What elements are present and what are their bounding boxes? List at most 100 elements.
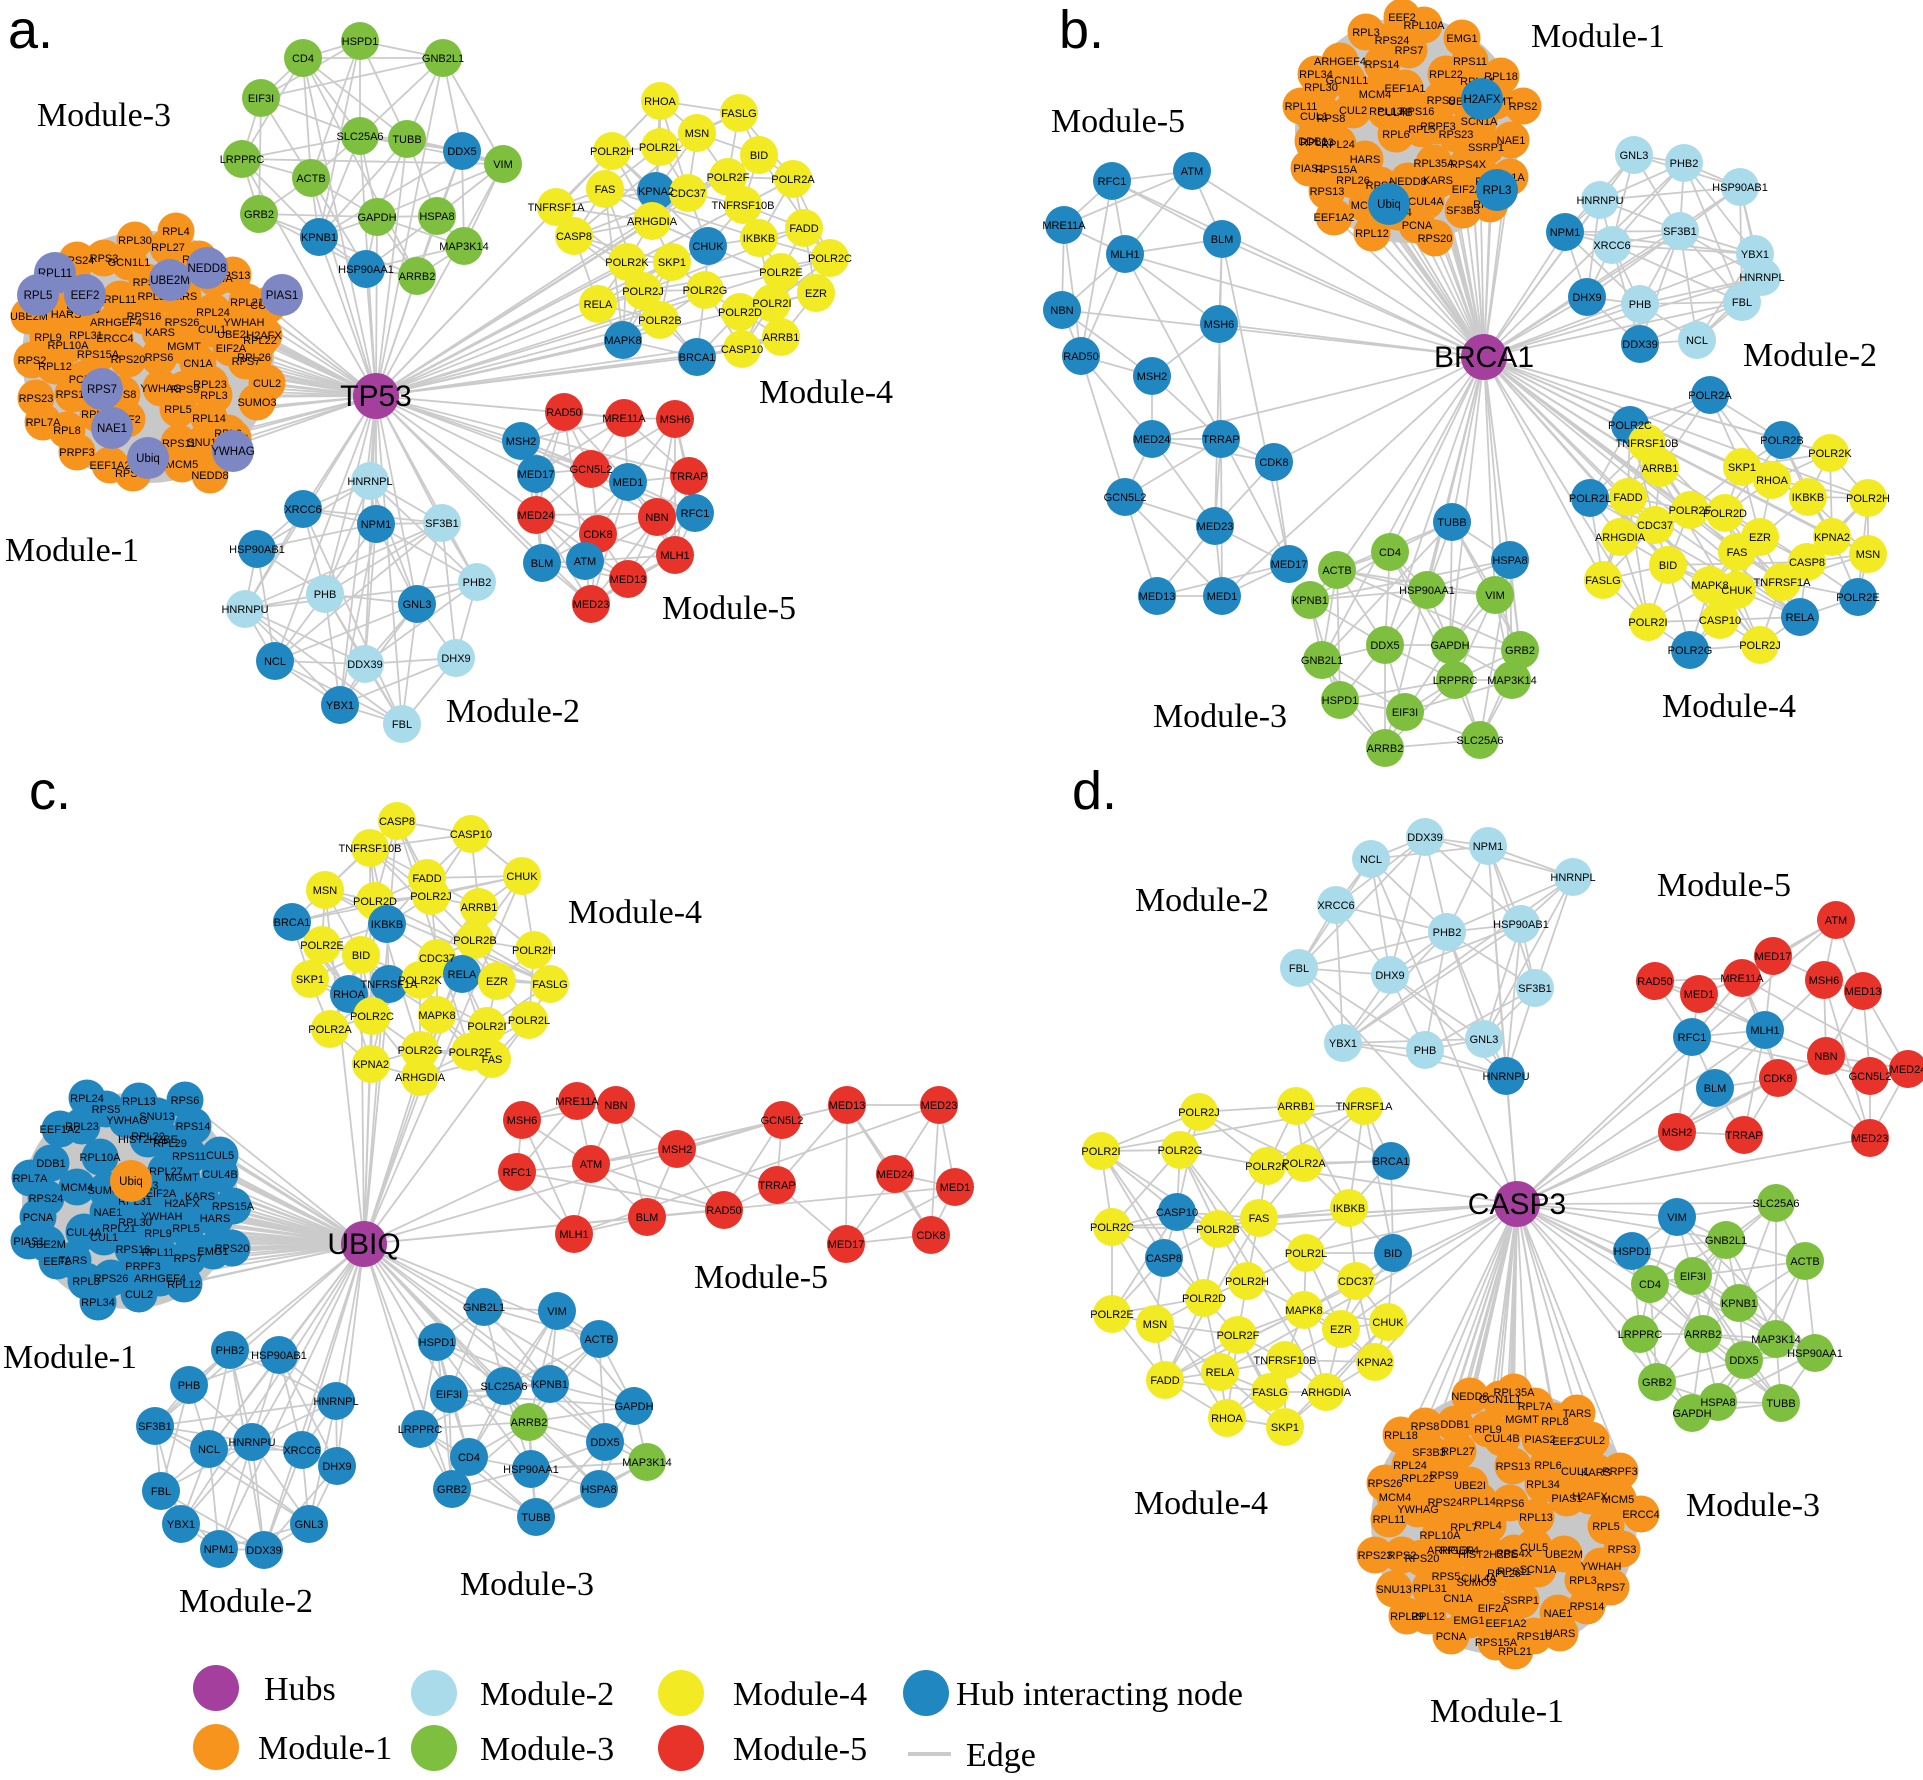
svg-text:RPL5: RPL5: [164, 404, 192, 416]
svg-text:EEF1A2: EEF1A2: [1486, 1618, 1527, 1630]
svg-text:RPL21: RPL21: [102, 1223, 136, 1235]
svg-text:Module-4: Module-4: [759, 374, 893, 411]
svg-text:CDK8: CDK8: [583, 529, 612, 541]
svg-text:HSP90AA1: HSP90AA1: [1787, 1348, 1843, 1360]
svg-text:RAD50: RAD50: [1063, 351, 1098, 363]
svg-text:POLR2I: POLR2I: [1081, 1146, 1120, 1158]
svg-text:DHX9: DHX9: [322, 1461, 351, 1473]
svg-text:RPL30: RPL30: [118, 1217, 152, 1229]
svg-text:YBX1: YBX1: [1329, 1038, 1357, 1050]
svg-text:XRCC6: XRCC6: [1593, 240, 1630, 252]
svg-text:RPS26: RPS26: [94, 1273, 129, 1285]
svg-text:KPNB1: KPNB1: [1721, 1298, 1757, 1310]
svg-text:RPL26: RPL26: [237, 352, 271, 364]
svg-text:POLR2A: POLR2A: [1688, 390, 1732, 402]
svg-text:ARHGEF4: ARHGEF4: [134, 1273, 186, 1285]
svg-text:MSH6: MSH6: [507, 1115, 538, 1127]
svg-text:HNRNPU: HNRNPU: [221, 604, 268, 616]
svg-text:RPL27: RPL27: [151, 242, 185, 254]
svg-text:POLR2G: POLR2G: [683, 285, 728, 297]
svg-text:SF3B1: SF3B1: [138, 1421, 172, 1433]
svg-text:KPNB1: KPNB1: [1292, 595, 1328, 607]
svg-text:Hubs: Hubs: [264, 1671, 336, 1708]
svg-text:MSN: MSN: [1143, 1319, 1168, 1331]
svg-text:TNFRSF1A: TNFRSF1A: [1754, 577, 1812, 589]
svg-text:MED23: MED23: [1852, 1133, 1889, 1145]
svg-text:RHOA: RHOA: [333, 989, 365, 1001]
svg-text:FBL: FBL: [151, 1486, 171, 1498]
svg-text:RPL35A: RPL35A: [1494, 1387, 1536, 1399]
svg-text:MSH2: MSH2: [1137, 371, 1168, 383]
svg-text:POLR2L: POLR2L: [639, 142, 681, 154]
svg-text:IKBKB: IKBKB: [1792, 492, 1824, 504]
svg-text:POLR2D: POLR2D: [718, 307, 762, 319]
svg-text:DHX9: DHX9: [1572, 292, 1601, 304]
svg-text:MED23: MED23: [1197, 521, 1234, 533]
svg-text:RPS23: RPS23: [1439, 129, 1474, 141]
svg-text:POLR2J: POLR2J: [1178, 1107, 1220, 1119]
svg-text:EIF2A: EIF2A: [1452, 184, 1483, 196]
svg-text:HSP90AA1: HSP90AA1: [503, 1464, 559, 1476]
svg-text:CUL1: CUL1: [90, 1232, 118, 1244]
svg-text:RPL9: RPL9: [34, 332, 62, 344]
svg-text:MCM5: MCM5: [1602, 1494, 1634, 1506]
svg-text:MED13: MED13: [829, 1100, 866, 1112]
svg-text:Module-4: Module-4: [568, 894, 702, 931]
svg-text:c.: c.: [29, 761, 71, 821]
svg-text:UBE2M: UBE2M: [1545, 1549, 1583, 1561]
svg-text:CUL4B: CUL4B: [1377, 107, 1412, 119]
svg-text:EEF2: EEF2: [71, 290, 100, 302]
svg-text:MSH2: MSH2: [662, 1144, 693, 1156]
svg-text:RPS24: RPS24: [1375, 35, 1410, 47]
svg-text:ACTB: ACTB: [1322, 565, 1351, 577]
svg-text:RPL11: RPL11: [1373, 1514, 1406, 1526]
svg-text:MED24: MED24: [1890, 1064, 1923, 1076]
svg-text:RPL5: RPL5: [1592, 1521, 1620, 1533]
svg-text:YWHAG: YWHAG: [140, 383, 182, 395]
svg-text:POLR2A: POLR2A: [308, 1024, 352, 1036]
svg-text:RPS11: RPS11: [1453, 56, 1487, 68]
svg-text:MAP3K14: MAP3K14: [1487, 675, 1537, 687]
svg-text:TUBB: TUBB: [1437, 517, 1466, 529]
svg-text:HARS: HARS: [1545, 1628, 1576, 1640]
svg-text:ACTB: ACTB: [1790, 1256, 1819, 1268]
svg-text:KPNB1: KPNB1: [532, 1379, 568, 1391]
svg-text:NCL: NCL: [1360, 854, 1382, 866]
svg-text:RPS20: RPS20: [1405, 1553, 1440, 1565]
svg-text:RPS16: RPS16: [116, 1244, 151, 1256]
svg-text:MED23: MED23: [921, 1100, 958, 1112]
svg-text:GNB2L1: GNB2L1: [1301, 655, 1343, 667]
svg-text:SLC25A6: SLC25A6: [1456, 735, 1503, 747]
svg-text:HSPD1: HSPD1: [1614, 1246, 1651, 1258]
svg-text:FADD: FADD: [1613, 492, 1642, 504]
svg-text:ARRB2: ARRB2: [1685, 1329, 1722, 1341]
svg-text:CUL2: CUL2: [1339, 105, 1367, 117]
svg-text:MED24: MED24: [877, 1169, 914, 1181]
svg-text:BLM: BLM: [1211, 234, 1234, 246]
svg-text:KARS: KARS: [1423, 175, 1453, 187]
svg-text:TNFRSF10B: TNFRSF10B: [1254, 1355, 1317, 1367]
svg-text:NEDD8: NEDD8: [191, 470, 228, 482]
svg-text:ARHGDIA: ARHGDIA: [1595, 532, 1646, 544]
svg-text:RAD50: RAD50: [1637, 976, 1672, 988]
svg-text:SCN1A: SCN1A: [1461, 116, 1498, 128]
svg-text:FADD: FADD: [412, 873, 441, 885]
svg-text:RPS15A: RPS15A: [212, 1201, 255, 1213]
svg-text:H2AFX: H2AFX: [164, 1198, 200, 1210]
svg-text:BLM: BLM: [531, 558, 554, 570]
svg-text:MRE11A: MRE11A: [1720, 973, 1764, 985]
svg-text:CASP10: CASP10: [1156, 1207, 1198, 1219]
svg-text:FASLG: FASLG: [721, 108, 756, 120]
svg-text:CN1A: CN1A: [1443, 1593, 1473, 1605]
svg-text:DHX9: DHX9: [441, 653, 470, 665]
svg-text:KPNB1: KPNB1: [301, 232, 337, 244]
svg-text:RPL13: RPL13: [1369, 106, 1403, 118]
svg-text:POLR2B: POLR2B: [1760, 435, 1803, 447]
svg-text:RAD50: RAD50: [546, 407, 581, 419]
svg-text:TRRAP: TRRAP: [670, 471, 707, 483]
svg-text:RPL23: RPL23: [65, 1121, 99, 1133]
svg-text:RPL24: RPL24: [196, 307, 230, 319]
svg-text:Module-2: Module-2: [179, 1583, 313, 1620]
svg-text:FAS: FAS: [1249, 1213, 1270, 1225]
svg-text:CASP8: CASP8: [1789, 557, 1825, 569]
